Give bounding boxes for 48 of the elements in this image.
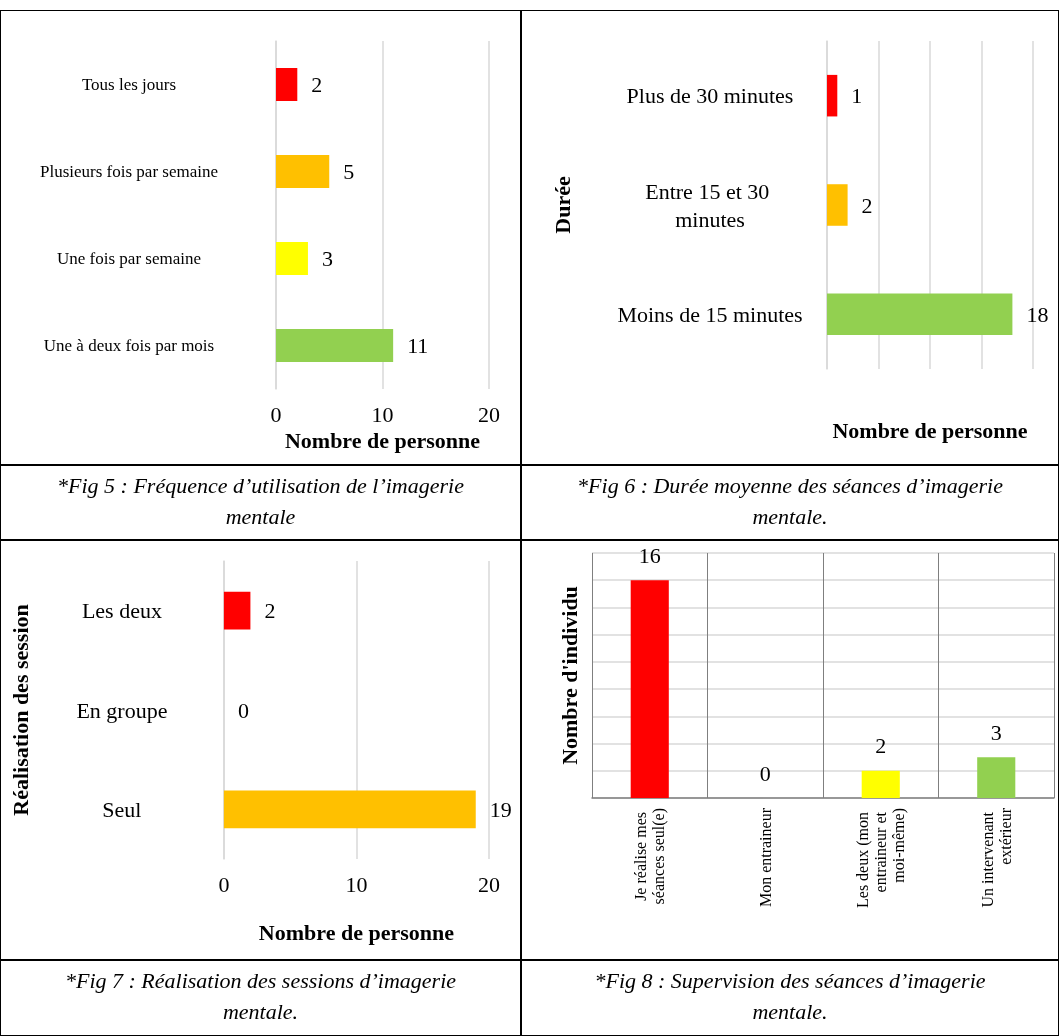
y-tick-label: Plusieurs fois par semaine (40, 162, 218, 181)
y-tick-label: Seul (102, 796, 142, 822)
x-tick-label: 20 (478, 401, 500, 427)
data-label: 0 (237, 697, 249, 723)
data-label: 5 (343, 159, 355, 184)
data-label: 18 (1026, 301, 1049, 327)
y-tick-label: Tous les jours (81, 75, 177, 94)
y-tick-label: Une fois par semaine (57, 249, 201, 268)
y-tick-label: Une à deux fois par mois (43, 336, 215, 355)
y-axis-title: Réalisation des session (7, 604, 33, 816)
y-axis-title: Nombre d'individu (556, 586, 582, 765)
data-label: 1 (851, 83, 863, 109)
text: *Fig 7 : Réalisation des sessions d’imagerie mentale. (0, 960, 521, 1036)
y-tick-label: Les deux (81, 598, 162, 624)
data-label: 2 (861, 192, 873, 218)
bar (276, 241, 308, 276)
data-label: 0 (759, 760, 771, 786)
text: *Fig 6 : Durée moyenne des séances d’imagerie mentale. (521, 465, 1059, 540)
x-tick-label: Mon entraineur (756, 807, 774, 908)
y-tick-label: Entre 15 et 30 minutes (645, 178, 775, 232)
x-tick-label: 10 (345, 871, 368, 897)
y-tick-label: Moins de 15 minutes (617, 301, 803, 327)
x-axis-title: Nombre de personne (258, 919, 455, 945)
bar (276, 328, 394, 363)
x-tick-label: Les deux (mon entraineur et moi-même) (854, 808, 909, 908)
x-tick-label: Un intervenant extérieur (978, 807, 1014, 908)
data-label: 2 (875, 733, 887, 759)
text: *Fig 8 : Supervision des séances d’imagerie mentale. (521, 960, 1059, 1036)
data-label: 2 (311, 72, 323, 97)
data-label: 11 (407, 333, 429, 358)
x-tick-label: Je réalise mes séances seul(e) (632, 808, 669, 905)
data-label: 3 (321, 246, 333, 271)
x-axis-title: Nombre de personne (284, 428, 481, 454)
bar (276, 154, 330, 189)
bar (276, 67, 298, 102)
text: *Fig 5 : Fréquence d’utilisation de l’imagerie mentale (0, 465, 521, 540)
data-label: 19 (489, 796, 512, 822)
y-tick-label: En groupe (76, 697, 168, 723)
x-axis-title: Nombre de personne (832, 417, 1028, 443)
x-tick-label: 20 (478, 871, 500, 897)
y-tick-label: Plus de 30 minutes (626, 83, 794, 109)
x-tick-label: 10 (371, 401, 394, 427)
data-label: 3 (990, 719, 1002, 745)
data-label: 2 (264, 598, 276, 624)
data-label: 16 (638, 542, 661, 568)
y-axis-title: Durée (549, 176, 575, 234)
x-tick-label: 0 (218, 871, 230, 897)
x-tick-label: 0 (270, 401, 282, 427)
